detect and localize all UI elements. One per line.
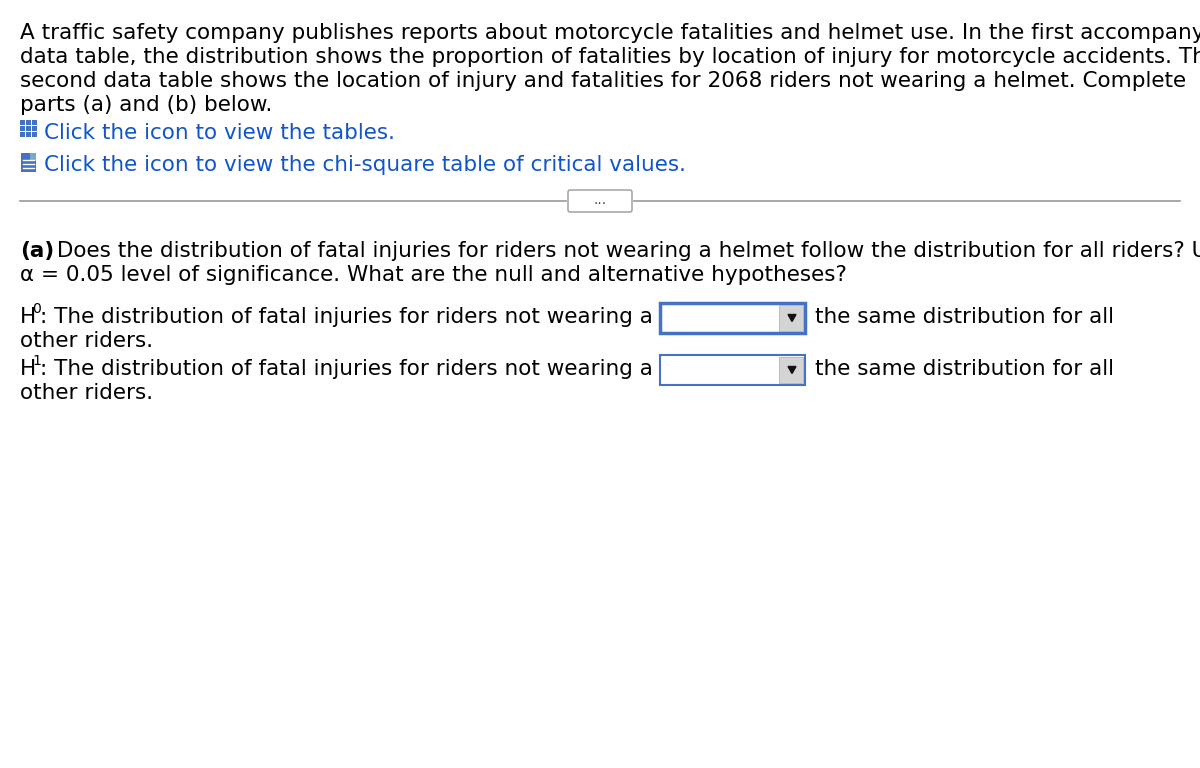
- Text: 1: 1: [32, 354, 41, 368]
- Bar: [20, 126, 25, 131]
- Text: ...: ...: [594, 193, 606, 207]
- Bar: [32, 132, 37, 137]
- Bar: [779, 305, 803, 331]
- Text: (a): (a): [20, 241, 54, 261]
- Bar: [779, 357, 803, 383]
- Text: Does the distribution of fatal injuries for riders not wearing a helmet follow t: Does the distribution of fatal injuries …: [50, 241, 1200, 261]
- Bar: [30, 153, 36, 161]
- Text: the same distribution for all: the same distribution for all: [815, 307, 1114, 327]
- Bar: [660, 303, 805, 333]
- Text: Click the icon to view the chi-square table of critical values.: Click the icon to view the chi-square ta…: [44, 155, 686, 175]
- Text: : The distribution of fatal injuries for riders not wearing a helmet: : The distribution of fatal injuries for…: [40, 307, 736, 327]
- Bar: [26, 132, 31, 137]
- Text: other riders.: other riders.: [20, 383, 154, 403]
- Text: H: H: [20, 359, 36, 379]
- Bar: [20, 132, 25, 137]
- Text: other riders.: other riders.: [20, 331, 154, 351]
- Text: parts (a) and (b) below.: parts (a) and (b) below.: [20, 95, 272, 115]
- Text: the same distribution for all: the same distribution for all: [815, 359, 1114, 379]
- Text: data table, the distribution shows the proportion of fatalities by location of i: data table, the distribution shows the p…: [20, 47, 1200, 67]
- Polygon shape: [788, 315, 796, 322]
- FancyBboxPatch shape: [568, 190, 632, 212]
- Bar: [26, 126, 31, 131]
- Text: 0: 0: [32, 302, 41, 316]
- Bar: [32, 126, 37, 131]
- Bar: [32, 120, 37, 125]
- Text: second data table shows the location of injury and fatalities for 2068 riders no: second data table shows the location of …: [20, 71, 1186, 91]
- Text: A traffic safety company publishes reports about motorcycle fatalities and helme: A traffic safety company publishes repor…: [20, 23, 1200, 43]
- Bar: [20, 120, 25, 125]
- Polygon shape: [788, 366, 796, 373]
- Text: α = 0.05 level of significance. What are the null and alternative hypotheses?: α = 0.05 level of significance. What are…: [20, 265, 847, 285]
- Bar: [22, 153, 36, 172]
- Bar: [660, 355, 805, 385]
- Text: Click the icon to view the tables.: Click the icon to view the tables.: [44, 123, 395, 143]
- Text: : The distribution of fatal injuries for riders not wearing a helmet: : The distribution of fatal injuries for…: [40, 359, 736, 379]
- Text: H: H: [20, 307, 36, 327]
- Bar: [26, 120, 31, 125]
